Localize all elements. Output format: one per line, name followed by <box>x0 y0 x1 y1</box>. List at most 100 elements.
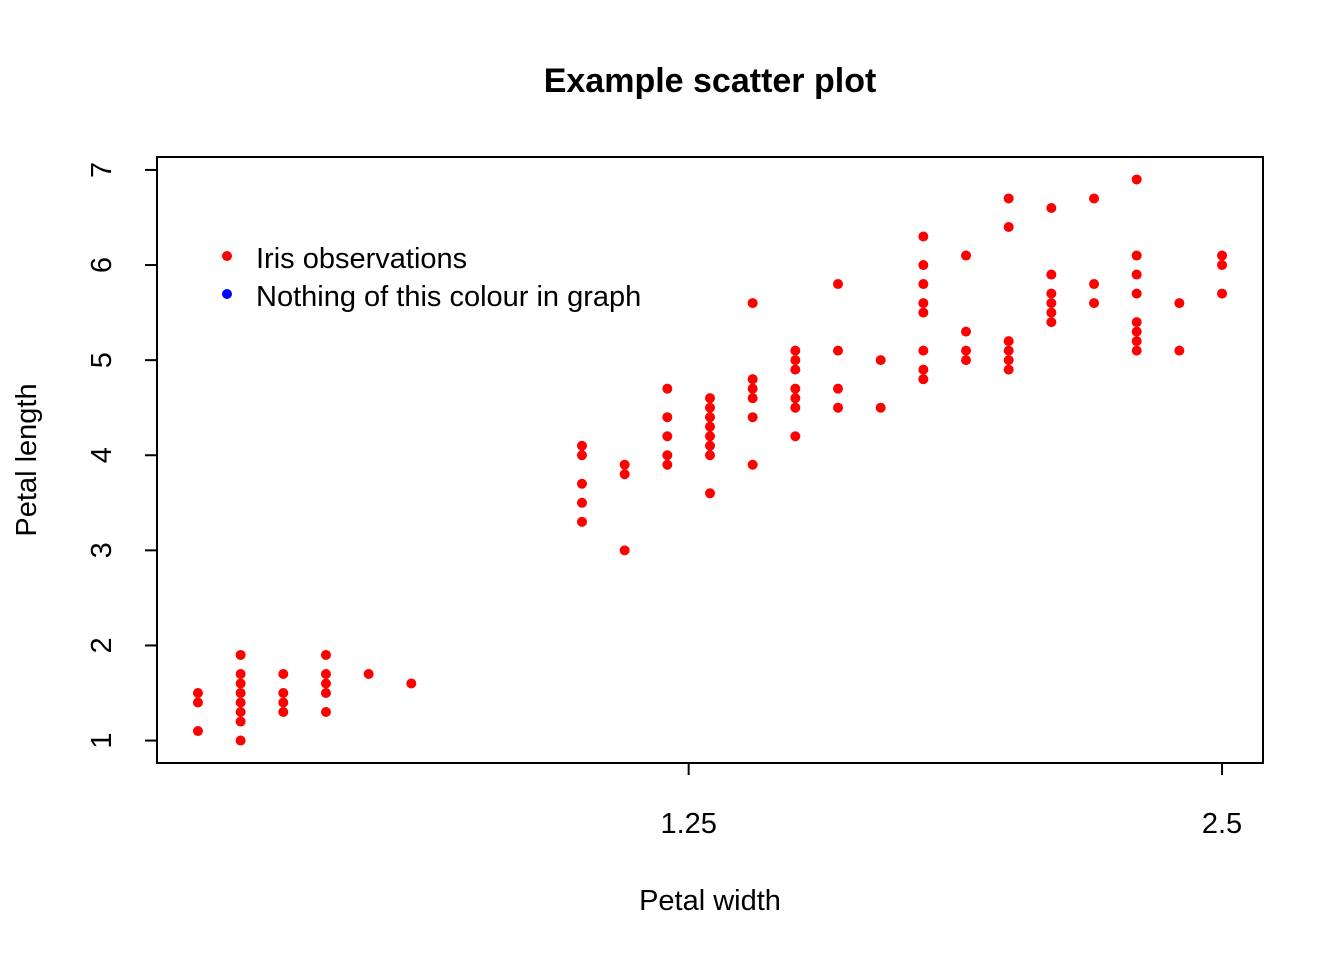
data-point <box>235 716 246 727</box>
data-point <box>1046 288 1057 299</box>
data-points <box>192 174 1228 746</box>
data-point <box>918 298 929 309</box>
data-point <box>961 345 972 356</box>
y-tick-label: 1 <box>86 732 118 748</box>
data-point <box>576 478 587 489</box>
data-point <box>918 307 929 318</box>
data-point <box>1089 193 1100 204</box>
data-point <box>235 735 246 746</box>
data-point <box>790 355 801 366</box>
data-point <box>662 431 673 442</box>
data-point <box>1046 317 1057 328</box>
data-point <box>747 298 758 309</box>
data-point <box>875 402 886 413</box>
data-point <box>918 260 929 271</box>
data-point <box>705 440 715 451</box>
data-point <box>705 421 715 432</box>
y-axis: 1 2 3 4 5 6 7 <box>86 162 157 749</box>
data-point <box>790 393 801 404</box>
data-point <box>833 345 844 356</box>
data-point <box>747 412 758 423</box>
plot-area-frame <box>156 156 1264 764</box>
data-point <box>833 279 844 290</box>
data-point <box>705 488 715 499</box>
data-point <box>833 402 844 413</box>
data-point <box>320 668 331 679</box>
y-tick-label: 2 <box>86 637 118 653</box>
data-point <box>875 355 886 366</box>
legend-marker-nothing-of-this-colour <box>222 289 232 299</box>
data-point <box>1131 317 1142 328</box>
data-point <box>1131 336 1142 347</box>
data-point <box>1046 269 1057 280</box>
data-point <box>705 450 715 461</box>
data-point <box>1046 298 1057 309</box>
data-point <box>1174 298 1185 309</box>
data-point <box>1046 202 1057 213</box>
data-point <box>192 726 203 737</box>
data-point <box>918 231 929 242</box>
data-point <box>1089 298 1100 309</box>
y-tick-label: 5 <box>86 352 118 368</box>
data-point <box>662 459 673 470</box>
data-point <box>320 649 331 660</box>
legend-label-nothing-of-this-colour: Nothing of this colour in graph <box>256 281 641 313</box>
data-point <box>747 374 758 385</box>
data-point <box>747 459 758 470</box>
data-point <box>1089 279 1100 290</box>
data-point <box>918 364 929 375</box>
data-point <box>1003 345 1014 356</box>
x-axis: 1.25 2.5 <box>660 763 1242 840</box>
data-point <box>1131 174 1142 185</box>
data-point <box>662 450 673 461</box>
data-point <box>1003 221 1014 232</box>
data-point <box>363 668 374 679</box>
data-point <box>918 345 929 356</box>
data-point <box>705 412 715 423</box>
data-point <box>1131 269 1142 280</box>
data-point <box>918 279 929 290</box>
data-point <box>705 393 715 404</box>
data-point <box>662 383 673 394</box>
data-point <box>278 697 289 708</box>
data-point <box>705 402 715 413</box>
data-point <box>619 469 630 480</box>
y-axis-label: Petal length <box>11 383 43 536</box>
data-point <box>705 431 715 442</box>
data-point <box>1131 288 1142 299</box>
y-tick-label: 4 <box>86 447 118 463</box>
data-point <box>790 383 801 394</box>
data-point <box>1131 326 1142 337</box>
data-point <box>1046 307 1057 318</box>
data-point <box>662 412 673 423</box>
data-point <box>576 497 587 508</box>
data-point <box>1003 355 1014 366</box>
data-point <box>278 707 289 718</box>
x-tick-label: 1.25 <box>660 808 716 840</box>
data-point <box>1217 288 1228 299</box>
data-point <box>320 678 331 689</box>
data-point <box>747 393 758 404</box>
data-point <box>278 688 289 699</box>
y-tick-label: 3 <box>86 542 118 558</box>
data-point <box>192 697 203 708</box>
chart-title: Example scatter plot <box>544 62 877 100</box>
data-point <box>235 649 246 660</box>
data-point <box>320 688 331 699</box>
legend-label-iris-observations: Iris observations <box>256 243 467 275</box>
data-point <box>406 678 417 689</box>
data-point <box>192 688 203 699</box>
data-point <box>961 326 972 337</box>
data-point <box>235 668 246 679</box>
y-tick-label: 7 <box>86 162 118 178</box>
data-point <box>235 678 246 689</box>
data-point <box>576 440 587 451</box>
data-point <box>790 345 801 356</box>
data-point <box>235 697 246 708</box>
data-point <box>747 383 758 394</box>
legend-marker-iris-observations <box>222 251 232 261</box>
data-point <box>576 450 587 461</box>
data-point <box>961 250 972 261</box>
data-point <box>833 383 844 394</box>
